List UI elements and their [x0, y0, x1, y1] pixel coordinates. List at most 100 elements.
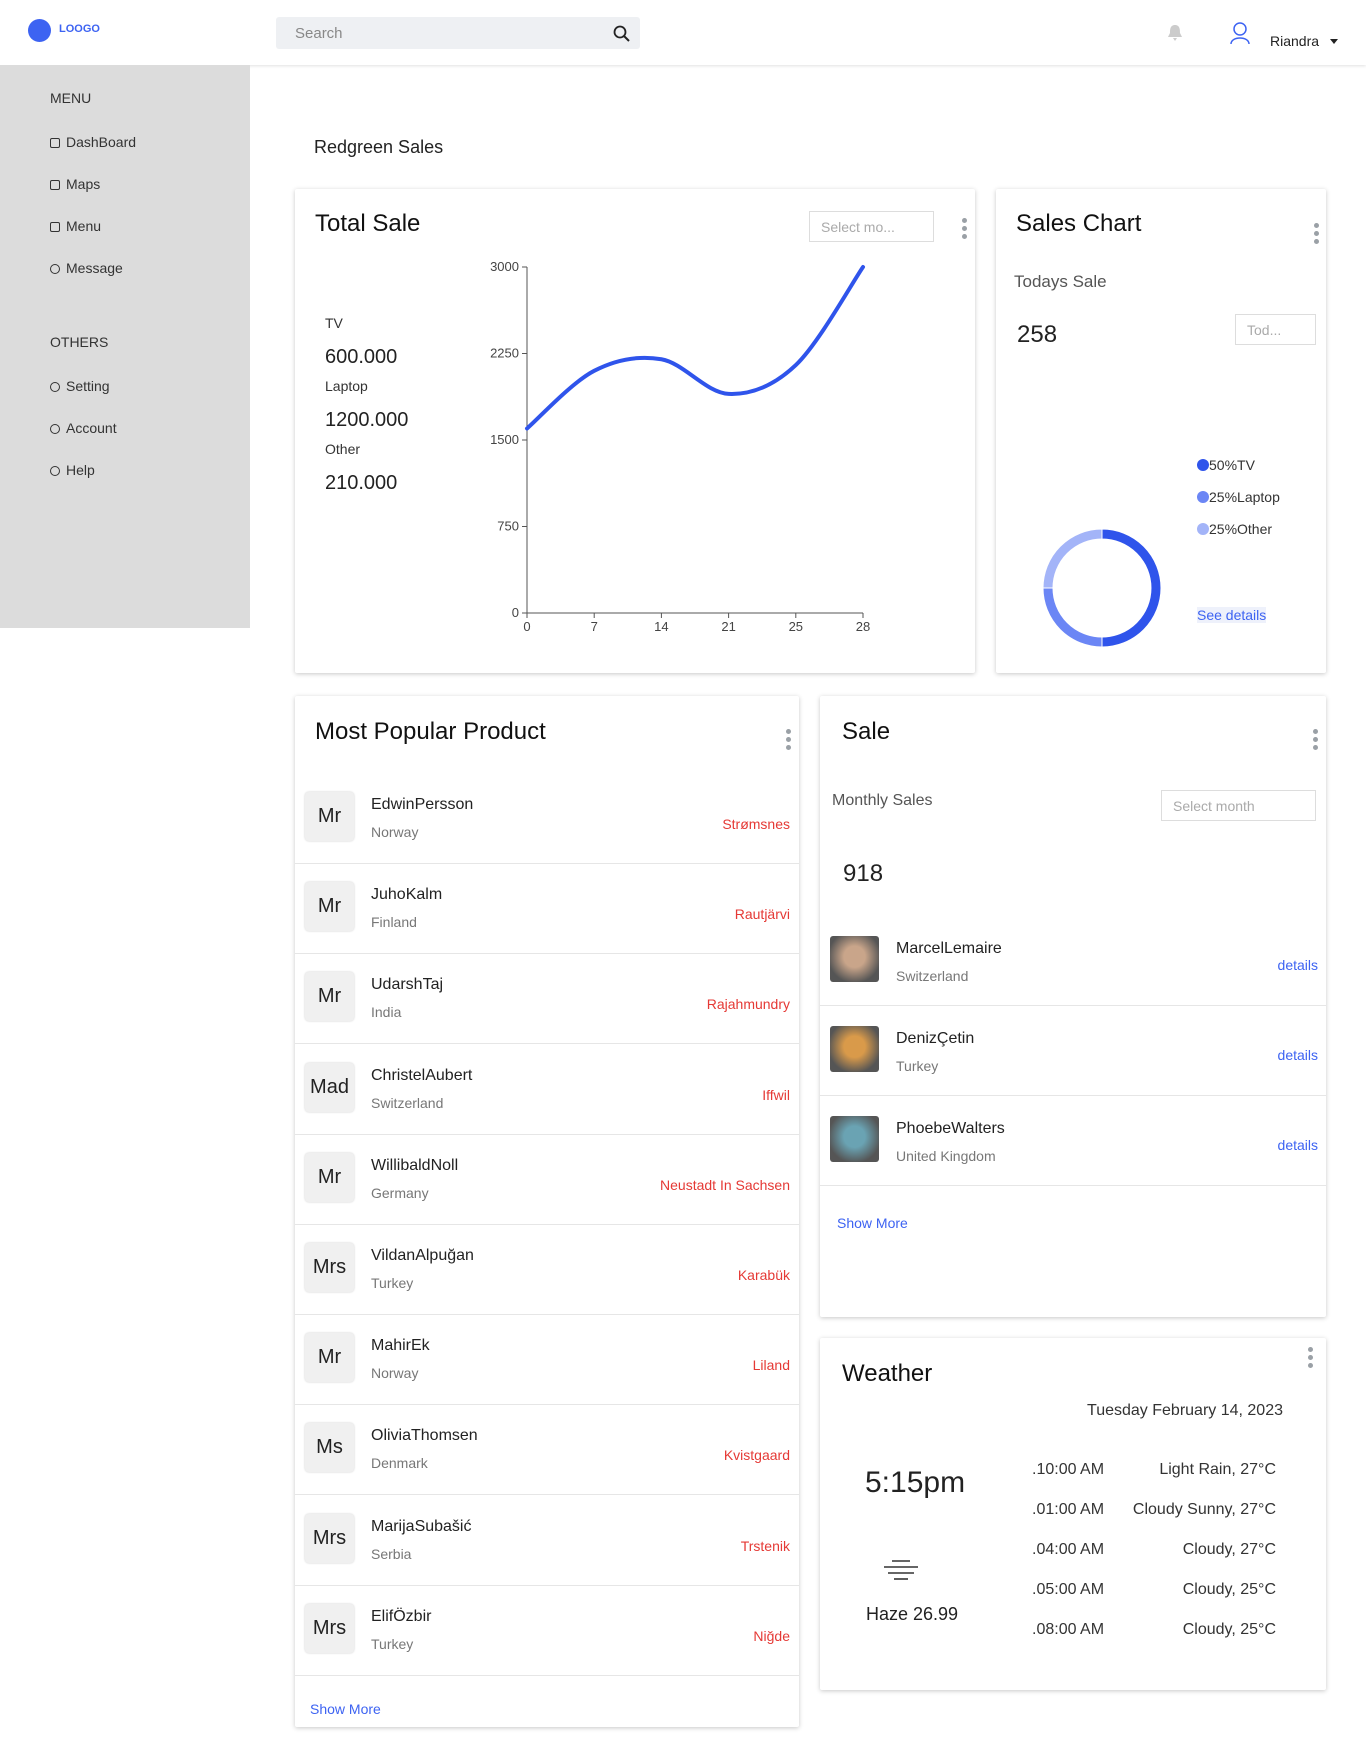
- x-tick-label: 0: [523, 619, 530, 634]
- product-city: Niğde: [753, 1627, 790, 1644]
- y-tick-label: 2250: [490, 346, 519, 361]
- legend-entry: 25%Laptop: [1209, 489, 1280, 505]
- card-menu[interactable]: [786, 729, 791, 753]
- search-placeholder: Search: [295, 25, 343, 42]
- show-more[interactable]: Show More: [837, 1215, 908, 1231]
- row-divider: [295, 1584, 799, 1586]
- details-link[interactable]: details: [1277, 1137, 1318, 1154]
- avatar-title: Mr: [305, 1333, 354, 1383]
- row-divider: [295, 1404, 799, 1406]
- forecast-time: .05:00 AM: [1032, 1581, 1105, 1598]
- person-country: Switzerland: [896, 968, 969, 984]
- product-country: Norway: [371, 824, 419, 840]
- forecast-condition: Cloudy, 25°C: [1182, 1621, 1276, 1638]
- user-caret[interactable]: [1330, 39, 1338, 44]
- stat-label: Other: [325, 441, 361, 457]
- product-name: VildanAlpuğan: [371, 1247, 474, 1264]
- dropdown[interactable]: Tod...: [1235, 314, 1316, 345]
- sidebar-label: Maps: [66, 176, 101, 192]
- user-name[interactable]: Riandra: [1270, 33, 1320, 49]
- sidebar-item[interactable]: DashBoard: [50, 134, 136, 150]
- forecast-time: .01:00 AM: [1032, 1501, 1105, 1518]
- search-icon[interactable]: [613, 25, 631, 43]
- avatar-photo: [830, 1116, 879, 1163]
- sidebar-icon: [50, 264, 60, 274]
- card-menu[interactable]: [1308, 1347, 1313, 1371]
- product-country: Turkey: [371, 1635, 414, 1652]
- legend-dot: [1197, 491, 1209, 503]
- see-details[interactable]: See details: [1197, 607, 1267, 623]
- product-name: WillibaldNoll: [371, 1156, 459, 1174]
- forecast-condition: Cloudy Sunny, 27°C: [1132, 1501, 1276, 1518]
- user-icon[interactable]: [1229, 21, 1251, 45]
- card-menu[interactable]: [1313, 729, 1318, 753]
- product-country: Germany: [371, 1184, 429, 1201]
- card-title: Total Sale: [315, 210, 421, 237]
- date-picker[interactable]: Select month: [1161, 790, 1316, 821]
- product-city: Iffwil: [762, 1086, 790, 1103]
- avatar-title: Mad: [305, 1062, 354, 1112]
- details-link[interactable]: details: [1277, 957, 1318, 973]
- row-divider: [295, 1133, 799, 1135]
- product-country: Finland: [371, 914, 417, 931]
- date-picker[interactable]: Select mo...: [809, 211, 934, 242]
- avatar-title: Mr: [305, 1152, 354, 1202]
- sidebar-item[interactable]: Help: [50, 462, 95, 478]
- forecast-time: .08:00 AM: [1032, 1621, 1105, 1638]
- avatar-photo: [830, 1026, 879, 1073]
- forecast-time: .10:00 AM: [1032, 1461, 1105, 1478]
- card-title: Weather: [842, 1360, 933, 1387]
- line-chart: 0 750 1500 2250 3000 0 7 14 21 25 28: [490, 259, 870, 634]
- sidebar-icon: [50, 180, 60, 190]
- search-box[interactable]: [276, 17, 640, 49]
- product-city: Trstenik: [740, 1537, 790, 1554]
- stat-value: 600.000: [325, 346, 398, 368]
- sale-card: Sale Monthly Sales Select month 918 Show…: [820, 696, 1326, 1317]
- row-divider: [820, 1005, 1326, 1006]
- card-menu[interactable]: [962, 218, 967, 242]
- sidebar-item[interactable]: Account: [50, 420, 117, 436]
- sidebar-label: Message: [66, 260, 123, 276]
- stat-label: Laptop: [325, 378, 368, 394]
- sidebar-item[interactable]: Message: [50, 260, 123, 276]
- sidebar-section: MENU: [50, 90, 92, 106]
- legend-value: 25%: [1209, 489, 1237, 505]
- person-name: DenizÇetin: [896, 1030, 975, 1048]
- row-divider: [295, 953, 799, 955]
- product-name: MahirEk: [371, 1337, 430, 1355]
- donut-slice: [1042, 587, 1103, 648]
- sidebar-icon: [50, 424, 60, 434]
- sidebar-item[interactable]: Setting: [50, 378, 110, 394]
- avatar-title: Mrs: [305, 1243, 354, 1292]
- details-link[interactable]: details: [1277, 1047, 1318, 1064]
- x-tick-label: 14: [654, 619, 668, 634]
- stat-value: 210.000: [325, 472, 398, 494]
- monthly-value: 918: [843, 860, 884, 887]
- sidebar-icon: [50, 138, 60, 148]
- show-more[interactable]: Show More: [310, 1701, 381, 1717]
- bell-icon[interactable]: [1167, 24, 1183, 42]
- sidebar-label: Setting: [66, 378, 110, 394]
- card-menu[interactable]: [1314, 223, 1319, 247]
- row-divider: [295, 1223, 799, 1225]
- forecast-condition: Light Rain, 27°C: [1159, 1461, 1276, 1478]
- product-city: Neustadt In Sachsen: [660, 1176, 790, 1193]
- row-divider: [295, 1494, 799, 1496]
- legend-dot: [1197, 459, 1209, 471]
- person-country: Turkey: [896, 1058, 939, 1075]
- y-tick-label: 3000: [490, 259, 519, 274]
- haze-icon: [884, 1560, 918, 1580]
- sidebar-item[interactable]: Maps: [50, 176, 100, 192]
- product-country: Switzerland: [371, 1094, 444, 1111]
- stat-value: 1200.000: [325, 409, 409, 431]
- product-city: Kvistgaard: [723, 1447, 790, 1464]
- header: [0, 0, 1366, 65]
- avatar-title: Mr: [305, 882, 354, 932]
- sidebar-item[interactable]: Menu: [50, 218, 101, 234]
- legend-value: 25%: [1209, 521, 1237, 537]
- row-divider: [820, 1185, 1326, 1187]
- legend-label: Laptop: [1237, 489, 1280, 505]
- legend-label: Other: [1237, 521, 1272, 537]
- todays-value: 258: [1017, 321, 1058, 348]
